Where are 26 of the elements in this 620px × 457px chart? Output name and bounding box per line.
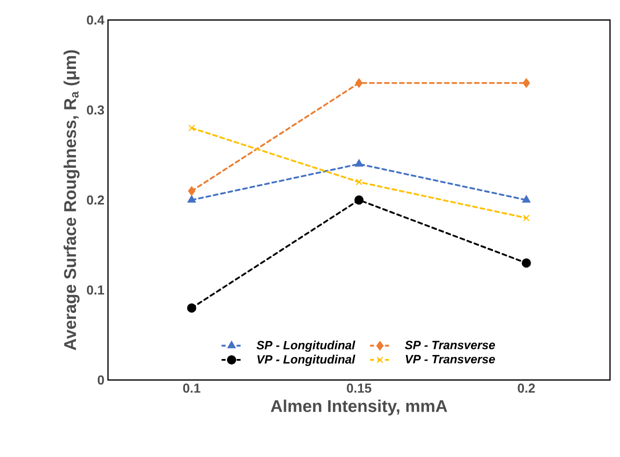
y-tick-label: 0.2 [86, 195, 104, 205]
x-tick-label: 0.2 [518, 384, 535, 393]
point [354, 159, 364, 167]
y-tick-label: 0.3 [86, 105, 104, 115]
point [188, 186, 196, 196]
point [187, 303, 196, 313]
legend-label: SP - Longitudinal [256, 340, 356, 352]
point [188, 195, 196, 203]
legend-label: VP - Transverse [406, 355, 495, 364]
x-tick-label: 0.1 [183, 384, 200, 393]
point [355, 78, 363, 88]
y-tick-label: 0.1 [86, 285, 104, 295]
point [522, 258, 531, 268]
x-tick-label: 0.15 [346, 384, 372, 393]
x-axis-title: Almen Intensity, mmA [270, 400, 448, 416]
point [354, 195, 364, 205]
point [356, 178, 362, 186]
point [523, 214, 530, 222]
y-tick-label: 0.4 [86, 15, 104, 25]
legend-label: VP - Longitudinal [257, 354, 356, 366]
point [522, 78, 530, 88]
legend-label: SP - Transverse [404, 340, 495, 350]
y-tick-label: 0 [98, 375, 104, 385]
y-axis-title: Average Surface Roughness, R$_{a}$ (μm) [64, 50, 80, 350]
point [522, 195, 530, 203]
point [188, 124, 195, 132]
